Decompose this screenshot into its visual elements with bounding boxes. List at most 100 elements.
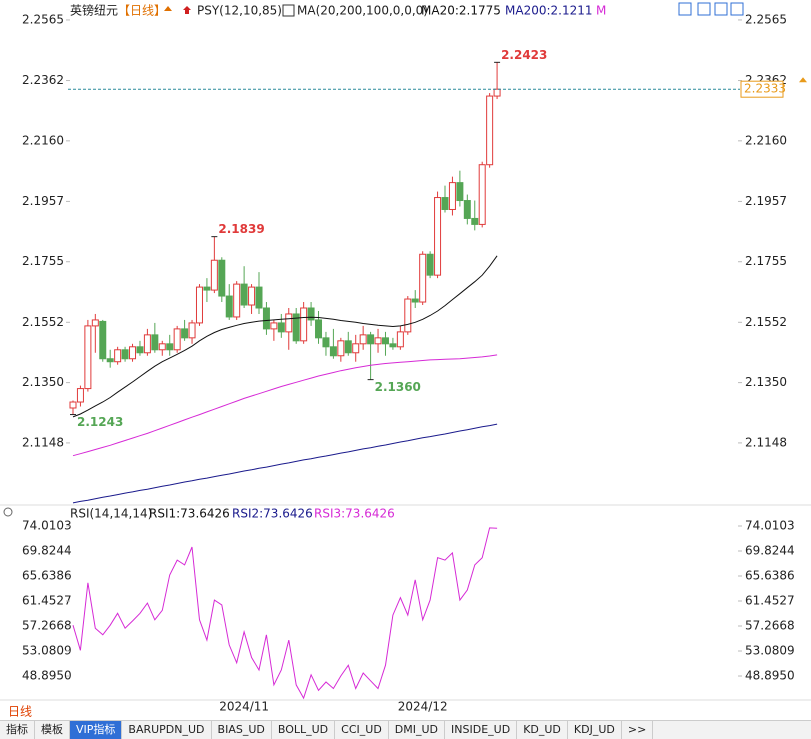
icon xyxy=(164,6,172,11)
legend-entry: RSI2:73.6426 xyxy=(232,507,313,521)
legend-entry: MA20:2.1775 xyxy=(421,4,501,18)
candle-body xyxy=(84,325,92,390)
candle-body xyxy=(210,259,218,291)
y-tick-label: 2.1552 xyxy=(22,315,64,329)
candle-body xyxy=(285,313,293,333)
y-tick-label: 61.4527 xyxy=(745,594,795,608)
y-tick-label: 2.1148 xyxy=(745,435,787,449)
line xyxy=(72,354,498,457)
candle-body xyxy=(381,337,389,345)
y-tick-label: 2.2362 xyxy=(22,73,64,87)
extreme-label: 2.1839 xyxy=(218,222,264,236)
tab[interactable]: KD_UD xyxy=(517,721,568,739)
tab[interactable]: 模板 xyxy=(35,721,70,739)
candle-body xyxy=(195,286,203,324)
legend-entry: RSI3:73.6426 xyxy=(314,507,395,521)
last-price-tag xyxy=(740,80,784,98)
indicator: RSI(14,14,14) xyxy=(70,507,152,521)
y-tick-label: 65.6386 xyxy=(22,569,72,583)
extreme-label: 2.2423 xyxy=(501,48,547,62)
candle-body xyxy=(99,320,107,360)
candle-body xyxy=(367,334,375,345)
candle-body xyxy=(166,343,174,351)
y-tick-label: 69.8244 xyxy=(22,544,72,558)
candle-body xyxy=(411,298,419,303)
candle-body xyxy=(478,164,486,225)
candle-body xyxy=(359,334,367,345)
icon xyxy=(282,4,295,17)
y-tick-label: 2.2160 xyxy=(745,133,787,147)
candle-body xyxy=(471,217,479,225)
tab[interactable]: VIP指标 xyxy=(70,721,123,739)
candle-body xyxy=(344,340,352,354)
extreme-label: 2.1243 xyxy=(77,415,123,429)
candle-body xyxy=(188,322,196,339)
candle-body xyxy=(158,343,166,351)
candle-body xyxy=(240,283,248,306)
candle-body xyxy=(114,349,122,363)
candle-body xyxy=(106,358,114,363)
icon xyxy=(799,77,807,83)
y-tick-label: 74.0103 xyxy=(22,519,72,533)
candle-body xyxy=(121,349,129,360)
tab[interactable]: 指标 xyxy=(0,721,35,739)
candle-body xyxy=(277,322,285,333)
candle-body xyxy=(352,343,360,354)
ma-params: MA(20,200,100,0,0,0) xyxy=(297,4,428,18)
period: 【日线】 xyxy=(118,4,166,18)
y-tick-label: 74.0103 xyxy=(745,519,795,533)
candle-body xyxy=(486,95,494,166)
tab[interactable]: DMI_UD xyxy=(389,721,446,739)
toolbar-icons[interactable] xyxy=(678,2,744,16)
settings-icon[interactable] xyxy=(3,507,13,517)
candle-body xyxy=(248,286,256,306)
candle-body xyxy=(270,322,278,330)
candle-body xyxy=(374,337,382,345)
candle-body xyxy=(315,319,323,339)
candle-body xyxy=(463,200,471,219)
y-tick-label: 2.2160 xyxy=(22,133,64,147)
candle-body xyxy=(322,337,330,348)
candle-body xyxy=(151,334,159,351)
y-tick-label: 2.1957 xyxy=(745,194,787,208)
y-tick-label: 65.6386 xyxy=(745,569,795,583)
candle-body xyxy=(434,197,442,276)
tab[interactable]: BIAS_UD xyxy=(212,721,272,739)
tab[interactable]: INSIDE_UD xyxy=(445,721,518,739)
candle-body xyxy=(292,313,300,342)
candle-body xyxy=(456,182,464,202)
candle-body xyxy=(203,286,211,291)
y-tick-label: 2.1350 xyxy=(745,375,787,389)
tab[interactable]: BARUPDN_UD xyxy=(122,721,212,739)
chart: 英镑纽元 【日线】 PSY(12,10,85) MA(20,200,100,0,… xyxy=(0,2,811,719)
tab[interactable]: >> xyxy=(622,721,654,739)
candle-body xyxy=(262,307,270,330)
candle-body xyxy=(329,346,337,357)
last-price-label: 2.2333 xyxy=(744,82,786,96)
candle-body xyxy=(181,328,189,339)
icon xyxy=(183,6,191,14)
period-label: 日线 xyxy=(8,705,32,719)
legend-entry: RSI1:73.6426 xyxy=(149,507,230,521)
legend-entry: M xyxy=(596,4,606,18)
candle-body xyxy=(218,259,226,297)
line xyxy=(72,423,498,504)
candle-body xyxy=(136,346,144,354)
candle-body xyxy=(419,253,427,303)
y-tick-label: 2.2565 xyxy=(22,12,64,26)
y-tick-label: 57.2668 xyxy=(22,619,72,633)
tab[interactable]: CCI_UD xyxy=(335,721,389,739)
line xyxy=(72,255,498,418)
candle-body xyxy=(307,307,315,321)
candle-body xyxy=(255,286,263,309)
candle-body xyxy=(389,343,397,348)
tab[interactable]: BOLL_UD xyxy=(272,721,336,739)
tab[interactable]: KDJ_UD xyxy=(568,721,622,739)
candle-body xyxy=(225,295,233,318)
y-tick-label: 48.8950 xyxy=(745,669,795,683)
y-tick-label: 2.1552 xyxy=(745,315,787,329)
x-tick-label: 2024/11 xyxy=(219,700,269,714)
y-tick-label: 57.2668 xyxy=(745,619,795,633)
candle-body xyxy=(69,401,77,409)
y-tick-label: 2.1755 xyxy=(22,254,64,268)
